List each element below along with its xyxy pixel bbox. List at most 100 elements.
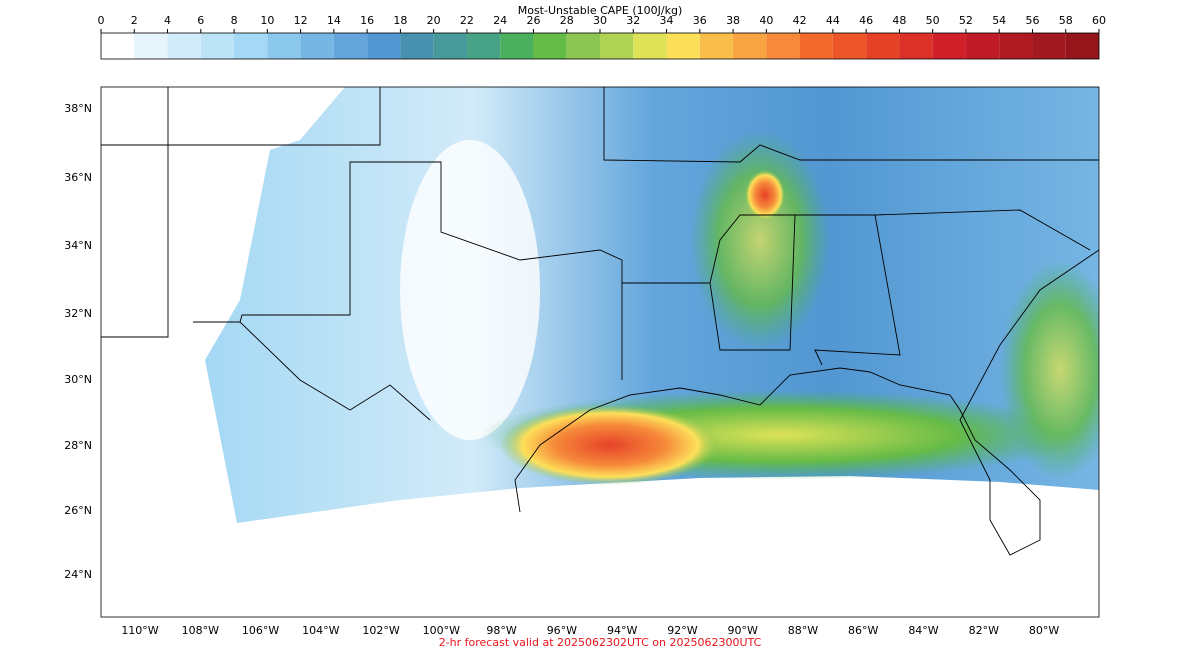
- colorbar-tick-label: 2: [131, 14, 138, 27]
- colorbar-tick-label: 22: [460, 14, 474, 27]
- state-border: [795, 214, 901, 366]
- colorbar-segment: [733, 33, 767, 59]
- colorbar-segment: [1032, 33, 1066, 59]
- colorbar-segment: [999, 33, 1033, 59]
- state-border: [874, 209, 1091, 251]
- colorbar-segment: [466, 33, 501, 59]
- colorbar-segment: [500, 33, 534, 59]
- colorbar-segment: [333, 33, 368, 59]
- colorbar-tick-label: 12: [294, 14, 308, 27]
- colorbar-segment: [267, 33, 301, 59]
- colorbar-tick-label: 14: [327, 14, 341, 27]
- lat-label: 24°N: [64, 568, 92, 581]
- colorbar-tick-label: 16: [360, 14, 374, 27]
- colorbar-tick-label: 32: [626, 14, 640, 27]
- state-border: [101, 87, 381, 146]
- lat-label: 30°N: [64, 373, 92, 386]
- colorbar-tick-label: 26: [526, 14, 540, 27]
- field-spot: [745, 170, 785, 220]
- state-border: [622, 214, 796, 351]
- lat-label: 32°N: [64, 307, 92, 320]
- colorbar-tick-label: 24: [493, 14, 507, 27]
- lon-label: 86°W: [848, 624, 878, 637]
- colorbar-tick-label: 6: [197, 14, 204, 27]
- field-delta: [690, 130, 830, 350]
- colorbar-title: Most-Unstable CAPE (100J/kg): [518, 4, 683, 17]
- colorbar-segment: [433, 33, 467, 59]
- colorbar-tick-label: 50: [926, 14, 940, 27]
- lon-label: 92°W: [667, 624, 697, 637]
- colorbar-tick-label: 38: [726, 14, 740, 27]
- lon-label: 102°W: [362, 624, 399, 637]
- colorbar-tick-label: 34: [660, 14, 674, 27]
- lon-label: 98°W: [486, 624, 516, 637]
- lon-label: 90°W: [728, 624, 758, 637]
- colorbar-segment: [699, 33, 734, 59]
- field-plains: [400, 140, 540, 440]
- lon-label: 94°W: [607, 624, 637, 637]
- colorbar-tick-label: 60: [1092, 14, 1106, 27]
- colorbar-tick-label: 0: [98, 14, 105, 27]
- lat-label: 26°N: [64, 504, 92, 517]
- colorbar-segment: [633, 33, 667, 59]
- lat-labels: 38°N 36°N 34°N 32°N 30°N 28°N 26°N 24°N: [64, 102, 92, 581]
- map-frame: [100, 86, 1100, 618]
- colorbar-tick-label: 30: [593, 14, 607, 27]
- state-border: [101, 87, 169, 338]
- footer: 2-hr forecast valid at 2025062302UTC on …: [439, 636, 762, 649]
- colorbar-segment: [566, 33, 600, 59]
- lon-labels: 110°W 108°W 106°W 104°W 102°W 100°W 98°W 96°W 94…: [121, 624, 1059, 637]
- colorbar-segment: [533, 33, 567, 59]
- colorbar: 0 2 4 6 8 10 12 14 16 18 20 22 24 26 28 30 32 34 36 38 40 42 4…: [98, 14, 1106, 60]
- colorbar-segment: [766, 33, 800, 59]
- colorbar-tick-label: 46: [859, 14, 873, 27]
- colorbar-tick-label: 44: [826, 14, 840, 27]
- lat-label: 34°N: [64, 239, 92, 252]
- lon-label: 100°W: [423, 624, 460, 637]
- colorbar-segment: [965, 33, 1000, 59]
- lat-label: 38°N: [64, 102, 92, 115]
- lon-label: 104°W: [302, 624, 339, 637]
- colorbar-segment: [101, 33, 135, 59]
- colorbar-segment: [234, 33, 268, 59]
- colorbar-segment: [300, 33, 334, 59]
- colorbar-segment: [134, 33, 168, 59]
- lat-label: 36°N: [64, 171, 92, 184]
- colorbar-segment: [666, 33, 700, 59]
- colorbar-tick-label: 4: [164, 14, 171, 27]
- colorbar-tick-label: 36: [693, 14, 707, 27]
- colorbar-segment: [899, 33, 933, 59]
- field-atlantic: [1000, 260, 1099, 480]
- colorbar-segment: [932, 33, 966, 59]
- lon-label: 108°W: [182, 624, 219, 637]
- colorbar-tick-label: 42: [793, 14, 807, 27]
- colorbar-tick-label: 58: [1059, 14, 1073, 27]
- lon-label: 96°W: [547, 624, 577, 637]
- colorbar-tick-label: 52: [959, 14, 973, 27]
- colorbar-segment: [167, 33, 201, 59]
- colorbar-tick-label: 28: [560, 14, 574, 27]
- colorbar-tick-label: 18: [393, 14, 407, 27]
- colorbar-tick-label: 8: [231, 14, 238, 27]
- state-border: [603, 87, 1099, 163]
- colorbar-segment: [367, 33, 401, 59]
- lon-label: 110°W: [121, 624, 158, 637]
- colorbar-tick-label: 56: [1025, 14, 1039, 27]
- colorbar-segment: [1065, 33, 1099, 59]
- lon-label: 80°W: [1029, 624, 1059, 637]
- colorbar-tick-label: 48: [892, 14, 906, 27]
- lat-label: 28°N: [64, 439, 92, 452]
- state-border: [193, 161, 623, 380]
- colorbar-tick-label: 40: [759, 14, 773, 27]
- field-texas-coast: [500, 405, 720, 485]
- colorbar-segment: [400, 33, 434, 59]
- colorbar-segment: [799, 33, 833, 59]
- colorbar-tick-label: 20: [427, 14, 441, 27]
- lon-label: 106°W: [242, 624, 279, 637]
- colorbar-segment: [832, 33, 867, 59]
- coastline: [514, 249, 1099, 556]
- lon-label: 84°W: [908, 624, 938, 637]
- colorbar-segment: [600, 33, 634, 59]
- lon-label: 88°W: [788, 624, 818, 637]
